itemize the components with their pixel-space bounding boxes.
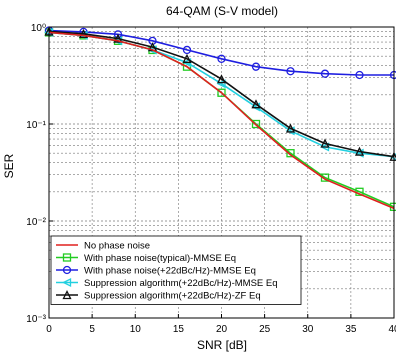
data-point <box>286 149 295 158</box>
legend-item: Suppression algorithm(+22dBc/Hz)-ZF Eq <box>56 290 261 302</box>
legend-box <box>50 235 302 305</box>
y-tick-label: 10⁻² <box>26 217 46 228</box>
data-point <box>62 253 72 262</box>
data-point <box>354 146 365 156</box>
data-point <box>251 62 261 71</box>
data-point <box>355 70 364 80</box>
legend-label: Suppression algorithm(+22dBc/Hz)-ZF Eq <box>84 291 261 302</box>
data-point <box>62 290 72 300</box>
legend-item: No phase noise <box>56 241 150 252</box>
series-3 <box>44 26 396 80</box>
chart-title: 64-QAM (S-V model) <box>166 4 278 18</box>
data-point <box>62 277 72 288</box>
y-tick-label: 10⁻¹ <box>26 120 46 131</box>
legend-label: With phase noise(typical)-MMSE Eq <box>84 253 236 264</box>
x-tick-label: 40 <box>388 324 396 335</box>
data-point <box>216 74 227 84</box>
data-point <box>217 88 226 97</box>
data-point <box>251 119 261 129</box>
legend-label: With phase noise(+22dBc/Hz)-MMSE Eq <box>84 266 256 277</box>
data-point <box>62 265 72 275</box>
x-tick-label: 25 <box>259 324 271 335</box>
x-tick-label: 0 <box>46 324 52 335</box>
x-tick-label: 30 <box>302 324 314 335</box>
data-point <box>251 99 261 109</box>
data-point <box>113 33 123 43</box>
series-line <box>48 31 395 210</box>
x-tick-label: 20 <box>216 324 228 335</box>
data-point <box>320 69 330 78</box>
x-tick-label: 10 <box>130 324 142 335</box>
series-layer <box>44 26 396 211</box>
y-tick-label: 10⁰ <box>31 23 46 34</box>
series-line <box>48 30 395 158</box>
data-point <box>217 54 226 63</box>
series-line <box>48 29 394 76</box>
x-tick-label: 15 <box>173 324 185 335</box>
series-5 <box>44 26 396 161</box>
legend-item: With phase noise(+22dBc/Hz)-MMSE Eq <box>56 266 256 277</box>
legend-label: Suppression algorithm(+22dBc/Hz)-MMSE Eq <box>84 278 278 289</box>
data-point <box>285 123 296 133</box>
x-axis-label: SNR [dB] <box>197 338 247 352</box>
x-tick-label: 35 <box>345 324 357 335</box>
data-point <box>320 138 330 148</box>
y-axis-label: SER <box>2 153 16 178</box>
ticks: 0 5 10 15 20 25 30 35 40 10⁻³ 10⁻² 10⁻¹ 10⁰ <box>26 23 396 335</box>
series-1 <box>48 31 395 210</box>
x-tick-label: 5 <box>89 324 95 335</box>
data-point <box>78 28 89 38</box>
data-point <box>182 45 192 55</box>
data-point <box>182 53 192 63</box>
y-tick-label: 10⁻³ <box>26 314 46 325</box>
legend-label: No phase noise <box>84 241 150 252</box>
legend-item: Suppression algorithm(+22dBc/Hz)-MMSE Eq <box>56 277 278 289</box>
data-point <box>286 67 295 76</box>
legend-item: With phase noise(typical)-MMSE Eq <box>56 253 236 264</box>
